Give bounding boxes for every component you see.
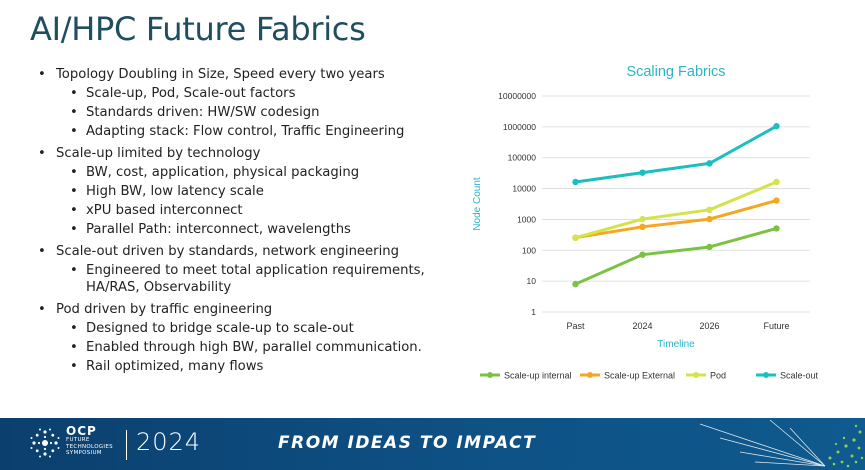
- data-point: [572, 234, 579, 241]
- sub-bullet-item: Adapting stack: Flow control, Traffic En…: [38, 123, 438, 140]
- bullet-list: Topology Doubling in Size, Speed every t…: [38, 66, 438, 380]
- legend-marker: [693, 372, 699, 378]
- bullet-item: Topology Doubling in Size, Speed every t…: [38, 66, 438, 83]
- footer-banner: OCP FUTURE TECHNOLOGIES SYMPOSIUM 2024 F…: [0, 418, 865, 470]
- series-line: [574, 226, 778, 286]
- sub-bullet-item: xPU based interconnect: [38, 202, 438, 219]
- data-point: [639, 169, 646, 176]
- data-point: [706, 243, 713, 251]
- ocp-line: TECHNOLOGIES: [66, 443, 113, 450]
- x-tick-label: 2026: [699, 321, 719, 331]
- y-tick-label: 10000: [512, 184, 536, 194]
- bullet-item: Scale-up limited by technology: [38, 145, 438, 162]
- ocp-wordmark: OCP FUTURE TECHNOLOGIES SYMPOSIUM: [66, 425, 113, 457]
- chart-title: Scaling Fabrics: [626, 64, 725, 80]
- sub-bullet-item: Enabled through high BW, parallel commun…: [38, 339, 438, 356]
- data-point: [773, 123, 780, 130]
- sub-bullet-item: Scale-up, Pod, Scale-out factors: [38, 85, 438, 102]
- x-tick-label: Past: [566, 321, 585, 331]
- sub-bullet-item: Parallel Path: interconnect, wavelengths: [38, 221, 438, 238]
- page-title: AI/HPC Future Fabrics: [30, 10, 366, 48]
- footer-year: 2024: [136, 428, 202, 456]
- series-line: [574, 124, 778, 184]
- starburst-decoration-icon: [699, 419, 864, 468]
- footer-tagline: FROM IDEAS TO IMPACT: [278, 433, 537, 453]
- data-point: [706, 215, 713, 223]
- legend-marker: [763, 372, 769, 378]
- series-line: [574, 199, 778, 240]
- data-point: [639, 215, 646, 223]
- legend-label: Pod: [710, 371, 726, 381]
- data-point: [639, 251, 646, 258]
- x-tick-label: Future: [763, 321, 789, 331]
- x-tick-label: 2024: [632, 321, 652, 331]
- data-point: [773, 197, 780, 204]
- sub-bullet-item: BW, cost, application, physical packagin…: [38, 164, 438, 181]
- legend-label: Scale-up internal: [504, 371, 572, 381]
- ocp-word: OCP: [66, 424, 97, 438]
- legend-label: Scale-up External: [604, 371, 675, 381]
- data-point: [706, 160, 713, 167]
- data-point: [639, 223, 646, 231]
- data-point: [572, 178, 579, 186]
- data-point: [572, 280, 579, 288]
- ocp-line: SYMPOSIUM: [66, 450, 102, 456]
- bullet-item: Pod driven by traffic engineering: [38, 301, 438, 318]
- y-tick-label: 10000000: [498, 91, 536, 101]
- y-tick-label: 1: [531, 307, 536, 317]
- data-point: [706, 206, 713, 214]
- sub-bullet-item: Designed to bridge scale-up to scale-out: [38, 320, 438, 337]
- y-tick-label: 1000000: [503, 122, 536, 132]
- sub-bullet-item: Standards driven: HW/SW codesign: [38, 104, 438, 121]
- legend-label: Scale-out: [780, 371, 819, 381]
- legend-marker: [587, 372, 593, 378]
- data-point: [773, 178, 780, 186]
- bullet-item: Scale-out driven by standards, network e…: [38, 243, 438, 260]
- chart-svg: Scaling Fabrics 1 10 100 1000 10000 100000 1000…: [472, 64, 819, 381]
- ocp-line: FUTURE: [66, 437, 90, 443]
- x-axis-label: Timeline: [657, 339, 695, 350]
- footer-divider: [126, 430, 127, 460]
- y-tick-label: 100: [522, 245, 536, 255]
- series-line: [574, 180, 778, 240]
- sub-bullet-item: Rail optimized, many flows: [38, 358, 438, 375]
- data-point: [773, 225, 780, 232]
- sub-bullet-item: High BW, low latency scale: [38, 183, 438, 200]
- y-axis-label: Node Count: [472, 177, 483, 231]
- scaling-fabrics-chart: Scaling Fabrics 1 10 100 1000 10000 100000 1000…: [460, 55, 865, 390]
- y-tick-label: 100000: [508, 153, 537, 163]
- sub-bullet-item: Engineered to meet total application req…: [38, 262, 438, 296]
- y-tick-label: 1000: [517, 214, 536, 224]
- ocp-logo-icon: [30, 428, 60, 458]
- y-tick-label: 10: [527, 276, 537, 286]
- legend-marker: [487, 372, 493, 378]
